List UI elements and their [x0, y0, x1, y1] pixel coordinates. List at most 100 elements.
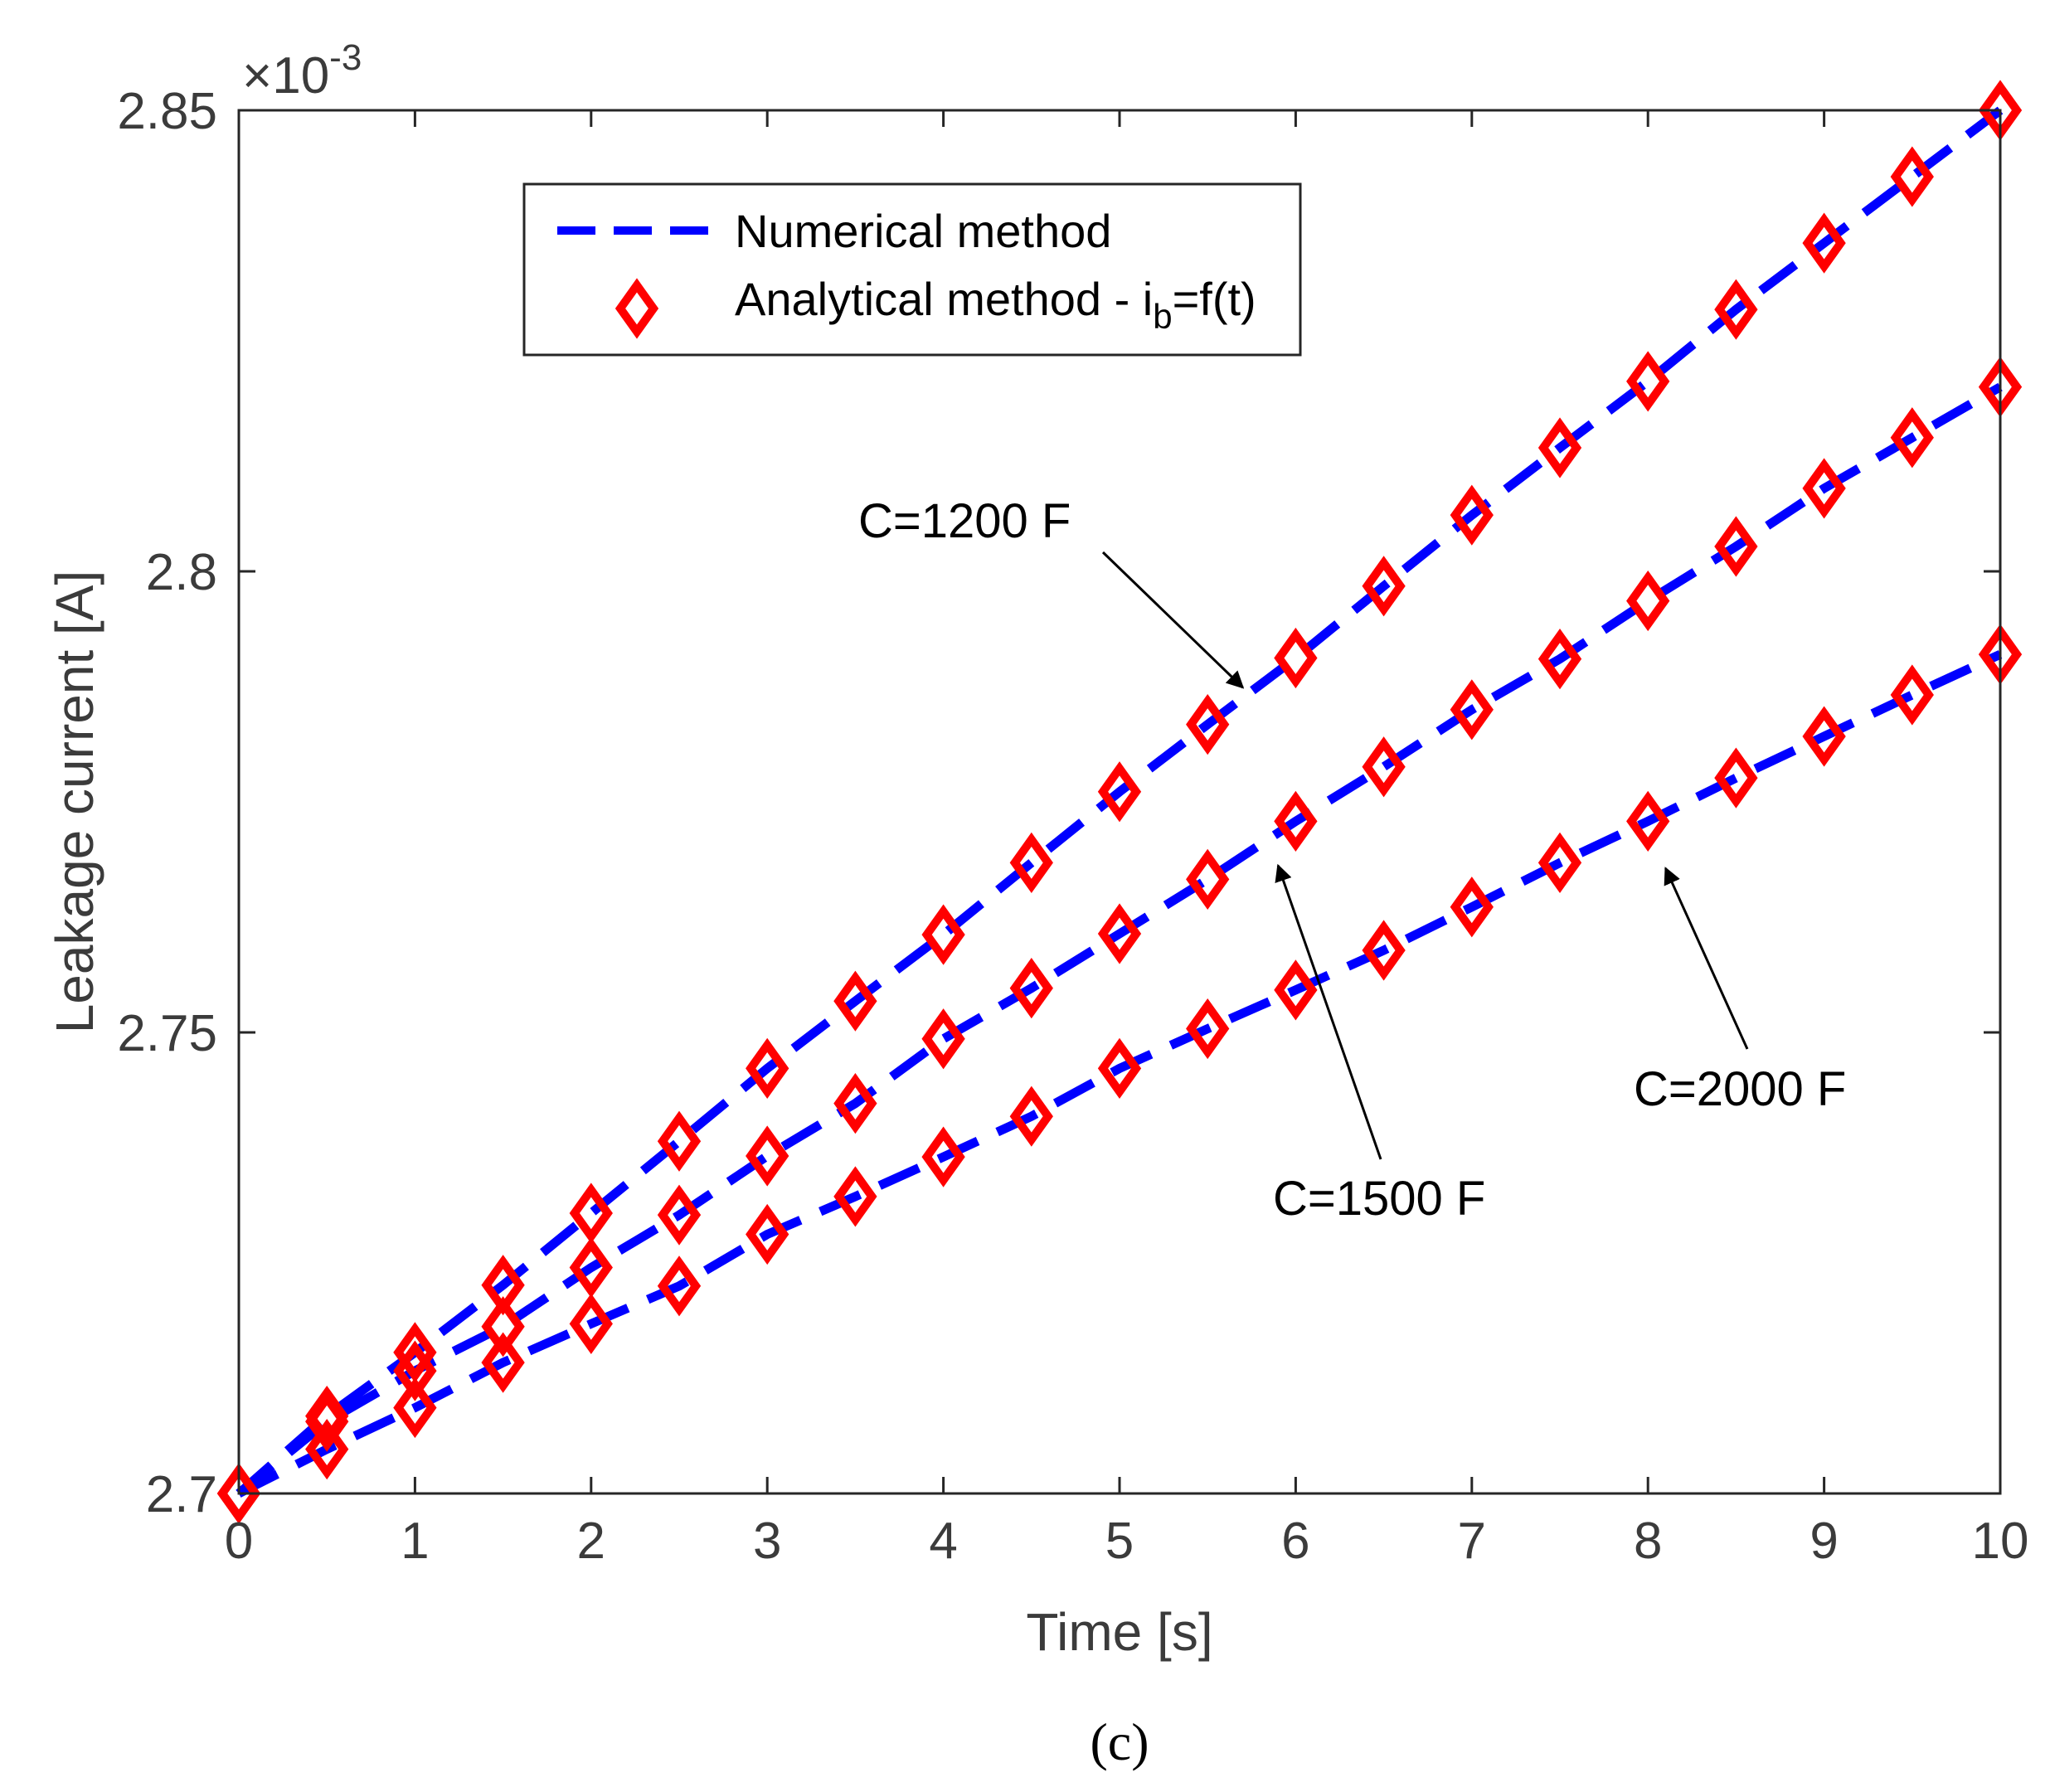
- data-point-2000: [1538, 832, 1582, 893]
- data-point-2000: [1009, 1085, 1053, 1147]
- data-point-2000: [833, 1166, 877, 1227]
- data-point-1200: [1802, 212, 1846, 274]
- data-point-1200: [746, 1037, 789, 1099]
- data-point-1500: [481, 1296, 525, 1357]
- legend-analytical-tail: =f(t): [1173, 273, 1256, 325]
- data-point-1500: [1802, 458, 1846, 519]
- x-tick-label: 1: [401, 1513, 429, 1570]
- series-line-2000: [236, 650, 2003, 1498]
- data-point-1200: [657, 1110, 702, 1172]
- annotation-c1200: C=1200 F: [858, 494, 1071, 548]
- data-point-1500: [1450, 679, 1494, 741]
- data-point-1200: [1362, 556, 1406, 617]
- data-point-1200: [1274, 627, 1318, 689]
- data-point-1500: [1362, 736, 1406, 798]
- data-point-1500: [569, 1236, 613, 1299]
- y-tick-label: 2.85: [117, 83, 217, 140]
- data-point-2000: [1274, 959, 1318, 1021]
- annotation-arrow-c1200: [1101, 551, 1245, 689]
- data-point-2000: [746, 1203, 789, 1265]
- annotation-c2000: C=2000 F: [1634, 1062, 1846, 1116]
- data-point-2000: [921, 1126, 965, 1187]
- data-point-1200: [833, 970, 877, 1032]
- x-tick-label: 10: [1972, 1513, 2029, 1570]
- data-point-2000: [1802, 706, 1846, 767]
- data-point-1200: [393, 1322, 437, 1383]
- data-point-2000: [1097, 1037, 1142, 1099]
- data-point-1200: [921, 904, 965, 965]
- annotation-arrow-c1500: [1275, 863, 1382, 1160]
- data-point-1500: [657, 1184, 702, 1246]
- annotations: C=1200 F C=1500 F C=2000 F: [858, 494, 1846, 1226]
- x-tick-label: 7: [1458, 1513, 1486, 1570]
- x-tick-label: 4: [929, 1513, 957, 1570]
- data-point-1200: [1714, 279, 1758, 340]
- y-tick-label: 2.7: [146, 1466, 217, 1523]
- data-point-2000: [569, 1293, 613, 1354]
- data-point-1200: [1450, 484, 1494, 546]
- x-tick-label: 8: [1634, 1513, 1662, 1570]
- x-axis-ticks: 0 1 2 3 4 5 6 7 8 9 10: [225, 110, 2029, 1570]
- x-tick-label: 6: [1281, 1513, 1309, 1570]
- data-point-2000: [1714, 747, 1758, 809]
- x-axis-title: Time [s]: [1026, 1602, 1212, 1662]
- data-point-2000: [1890, 664, 1934, 726]
- data-point-2000: [1450, 877, 1494, 938]
- series-lines: [236, 106, 2004, 1498]
- data-point-1500: [1186, 848, 1230, 911]
- x-tick-label: 2: [577, 1513, 605, 1570]
- legend-analytical-label: Analytical method - ib=f(t): [735, 273, 1256, 336]
- annotation-c1500: C=1500 F: [1273, 1172, 1485, 1226]
- legend-analytical-sub: b: [1153, 297, 1172, 336]
- data-point-1500: [1097, 903, 1142, 964]
- x-tick-label: 3: [753, 1513, 781, 1570]
- data-point-2000: [481, 1332, 525, 1393]
- data-point-1500: [305, 1391, 349, 1452]
- y-exponent-power: -3: [329, 37, 362, 78]
- series-line-1200: [236, 106, 2004, 1498]
- data-point-2000: [216, 1463, 261, 1524]
- legend: Numerical method Analytical method - ib=…: [522, 182, 1302, 357]
- data-point-1200: [1538, 417, 1582, 478]
- data-point-1200: [1186, 693, 1230, 755]
- y-tick-label: 2.75: [117, 1005, 217, 1062]
- data-point-1500: [746, 1125, 789, 1187]
- data-point-1500: [1274, 790, 1318, 852]
- legend-box: [522, 182, 1302, 357]
- legend-analytical-diamond-icon: [615, 278, 659, 339]
- data-point-1500: [1538, 629, 1582, 690]
- y-axis-title: Leakage current [A]: [45, 571, 104, 1034]
- data-point-2000: [1362, 920, 1406, 981]
- data-point-1500: [833, 1073, 877, 1134]
- data-point-1500: [1714, 516, 1758, 577]
- legend-numerical-label: Numerical method: [735, 205, 1111, 257]
- data-point-2000: [393, 1377, 437, 1439]
- data-point-2000: [657, 1255, 702, 1317]
- data-point-1500: [1626, 570, 1670, 632]
- y-axis-ticks: 2.7 2.75 2.8 2.85: [117, 83, 2000, 1523]
- y-axis-exponent: ×10-3: [242, 37, 362, 104]
- x-tick-label: 9: [1810, 1513, 1838, 1570]
- data-point-1200: [1097, 761, 1142, 823]
- data-point-2000: [305, 1419, 349, 1480]
- data-point-1500: [921, 1008, 965, 1070]
- x-tick-label: 5: [1105, 1513, 1134, 1570]
- data-point-1500: [393, 1340, 437, 1401]
- annotation-arrow-c2000: [1664, 867, 1749, 1050]
- y-tick-label: 2.8: [146, 544, 217, 601]
- data-point-2000: [1626, 790, 1670, 852]
- data-point-1500: [1009, 958, 1053, 1019]
- data-point-1200: [1890, 146, 1934, 207]
- data-point-1200: [569, 1183, 613, 1244]
- data-point-1500: [1890, 407, 1934, 469]
- data-point-2000: [1186, 998, 1230, 1060]
- figure-caption: (c): [1090, 1712, 1149, 1771]
- x-tick-label: 0: [225, 1513, 253, 1570]
- data-point-1200: [1009, 832, 1053, 893]
- series-line-1500: [236, 382, 2003, 1498]
- series-markers: [216, 80, 2023, 1524]
- data-point-1200: [1626, 351, 1670, 412]
- legend-analytical-main: Analytical method - i: [735, 273, 1153, 325]
- y-exponent-base: ×10: [242, 47, 329, 104]
